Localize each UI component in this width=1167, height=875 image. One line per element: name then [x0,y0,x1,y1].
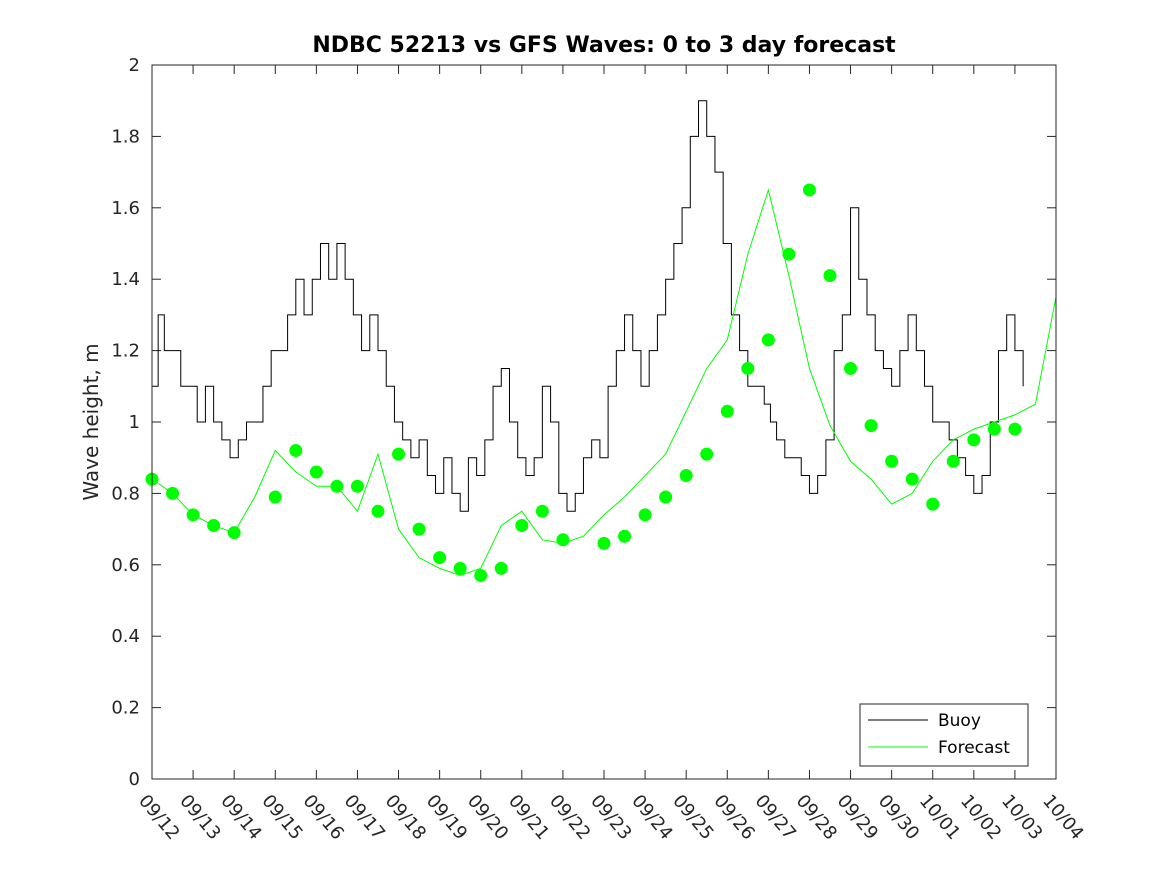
x-tick-label: 10/02 [956,791,1005,844]
forecast-point [330,479,344,493]
forecast-point [720,404,734,418]
forecast-point [761,333,775,347]
forecast-point [289,444,303,458]
forecast-point [679,469,693,483]
chart-title: NDBC 52213 vs GFS Waves: 0 to 3 day fore… [312,33,896,58]
forecast-point [515,519,529,533]
x-tick-label: 09/18 [381,791,430,844]
forecast-point [494,561,508,575]
forecast-point [659,490,673,504]
forecast-point [844,361,858,375]
x-tick-label: 09/22 [545,791,594,844]
x-tick-label: 09/16 [299,791,348,844]
forecast-point [638,508,652,522]
x-tick-label: 09/21 [504,791,553,844]
x-tick-label: 10/04 [1038,791,1087,844]
x-tick-label: 09/27 [751,791,800,844]
forecast-point [905,472,919,486]
x-tick-label: 09/24 [627,791,676,844]
forecast-point [207,519,221,533]
y-axis-label: Wave height, m [79,343,103,500]
legend-forecast-label: Forecast [938,738,1010,758]
forecast-point [1008,422,1022,436]
forecast-point [967,433,981,447]
forecast-point [864,419,878,433]
forecast-point [700,447,714,461]
legend-box [859,703,1029,767]
y-tick-label: 1.8 [111,126,140,147]
y-tick-label: 2 [129,55,140,76]
forecast-point [946,454,960,468]
y-tick-label: 0.4 [111,626,140,647]
forecast-point [186,508,200,522]
x-tick-label: 09/17 [340,791,389,844]
x-tick-label: 09/14 [216,791,265,844]
forecast-point [741,361,755,375]
forecast-line [151,188,1057,577]
x-tick-label: 09/25 [668,791,717,844]
forecast-point [166,486,180,500]
y-tick-label: 1.4 [111,269,140,290]
forecast-point [556,533,570,547]
x-tick-label: 09/20 [463,791,512,844]
x-tick-label: 09/29 [833,791,882,844]
y-tick-label: 0.2 [111,698,140,719]
x-tick-label: 09/13 [175,791,224,844]
forecast-point [350,479,364,493]
y-tick-label: 0.8 [111,483,140,504]
x-tick-label: 09/26 [709,791,758,844]
forecast-point [371,504,385,518]
forecast-point [885,454,899,468]
y-tick-label: 1.6 [111,198,140,219]
y-tick-label: 0.6 [111,555,140,576]
forecast-point [474,569,488,583]
buoy-line [152,100,1024,512]
legend-buoy-label: Buoy [938,711,981,731]
x-tick-label: 09/28 [792,791,841,844]
forecast-point [618,529,632,543]
forecast-point [987,422,1001,436]
forecast-point [453,561,467,575]
x-tick-label: 10/01 [915,791,964,844]
x-tick-label: 10/03 [997,791,1046,844]
y-tick-label: 1.2 [111,341,140,362]
forecast-point [597,536,611,550]
forecast-point [926,497,940,511]
plot-area [145,100,1057,583]
forecast-point [535,504,549,518]
axes-box [151,64,1057,780]
forecast-point [227,526,241,540]
forecast-point [412,522,426,536]
forecast-point [433,551,447,565]
forecast-point [802,183,816,197]
x-tick-label: 09/12 [134,791,183,844]
x-tick-label: 09/30 [874,791,923,844]
forecast-point [392,447,406,461]
legend: Buoy Forecast [859,703,1029,767]
forecast-point [309,465,323,479]
forecast-point [823,269,837,283]
forecast-point [782,247,796,261]
x-tick-label: 09/19 [422,791,471,844]
y-tick-label: 1 [129,412,140,433]
y-tick-label: 0 [129,769,140,790]
forecast-point [268,490,282,504]
x-tick-label: 09/23 [586,791,635,844]
x-tick-label: 09/15 [257,791,306,844]
